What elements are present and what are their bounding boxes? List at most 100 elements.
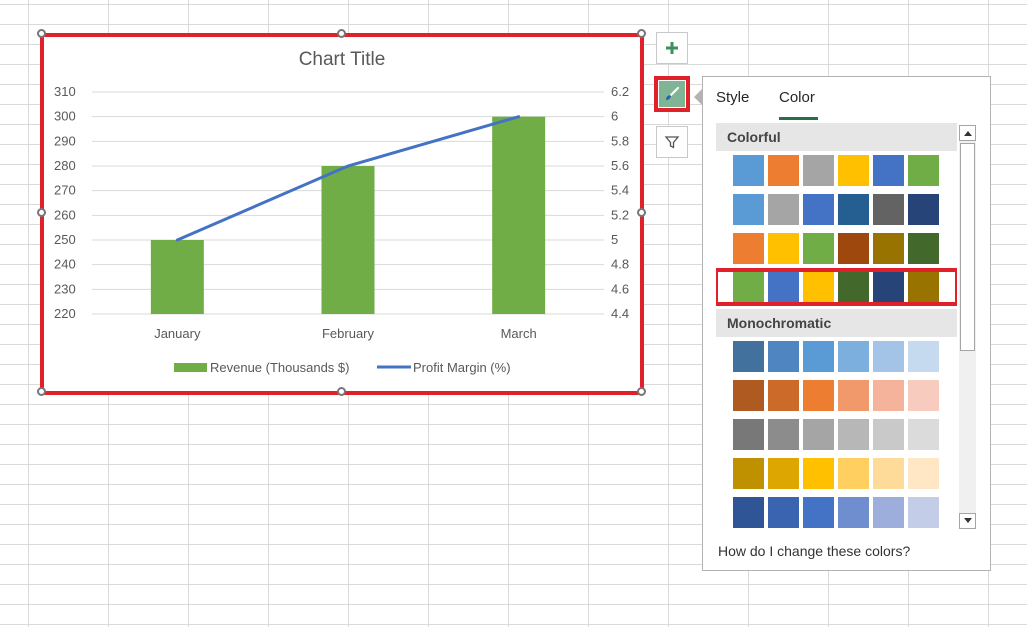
chart-filters-button[interactable] [656, 126, 688, 158]
chart-area[interactable]: Chart Title 310 300 290 280 270 260 250 240 230 22… [40, 33, 644, 395]
chart-color-panel: Style Color Colorful Monochromatic How d… [702, 76, 991, 571]
bar-revenue-january[interactable] [150, 240, 204, 314]
color-swatch [838, 341, 869, 372]
colorful-palette-row[interactable] [733, 272, 939, 303]
colorful-palette-row[interactable] [733, 155, 939, 186]
color-swatch [733, 380, 764, 411]
color-swatch [803, 272, 834, 303]
resize-handle-bottom-left[interactable] [37, 387, 46, 396]
paintbrush-icon [666, 86, 680, 100]
color-swatch [908, 497, 939, 528]
scroll-up-button[interactable] [959, 125, 976, 141]
color-swatch [873, 458, 904, 489]
resize-handle-middle-left[interactable] [37, 208, 46, 217]
color-swatch [733, 233, 764, 264]
plus-icon [666, 42, 678, 54]
left-axis-tick-label: 260 [54, 207, 76, 222]
resize-handle-bottom-middle[interactable] [337, 387, 346, 396]
bar-revenue-march[interactable] [492, 116, 546, 315]
palette-scrollbar[interactable] [959, 125, 976, 529]
chart-title[interactable]: Chart Title [299, 49, 386, 70]
color-swatch [908, 272, 939, 303]
color-swatch [733, 497, 764, 528]
scroll-thumb[interactable] [960, 143, 975, 351]
color-swatch [908, 155, 939, 186]
color-swatch [803, 194, 834, 225]
category-label: February [322, 326, 375, 341]
color-swatch [733, 272, 764, 303]
help-change-colors-link[interactable]: How do I change these colors? [718, 543, 911, 559]
color-swatch [908, 341, 939, 372]
color-swatch [873, 272, 904, 303]
legend-swatch-revenue [174, 363, 207, 372]
bar-revenue-february[interactable] [321, 166, 375, 314]
legend-label-revenue[interactable]: Revenue (Thousands $) [210, 360, 349, 375]
right-axis-tick-label: 5.2 [611, 207, 629, 222]
chart-elements-button[interactable] [656, 32, 688, 64]
monochromatic-palette-row[interactable] [733, 341, 939, 372]
color-swatch [873, 233, 904, 264]
color-swatch [908, 419, 939, 450]
right-axis-tick-label: 4.4 [611, 306, 629, 321]
color-swatch [838, 233, 869, 264]
resize-handle-bottom-right[interactable] [637, 387, 646, 396]
resize-handle-top-left[interactable] [37, 29, 46, 38]
legend-label-profit[interactable]: Profit Margin (%) [413, 360, 511, 375]
color-swatch [803, 497, 834, 528]
color-swatch [873, 155, 904, 186]
active-tab-indicator [779, 117, 818, 120]
resize-handle-top-right[interactable] [637, 29, 646, 38]
resize-handle-middle-right[interactable] [637, 208, 646, 217]
monochromatic-palette-row[interactable] [733, 458, 939, 489]
section-header-monochromatic: Monochromatic [716, 309, 957, 337]
color-swatch [908, 380, 939, 411]
color-swatch [768, 233, 799, 264]
colorful-palette-row[interactable] [733, 194, 939, 225]
color-swatch [733, 194, 764, 225]
right-axis-tick-label: 5.6 [611, 158, 629, 173]
color-swatch [803, 341, 834, 372]
color-swatch [908, 194, 939, 225]
color-swatch [768, 380, 799, 411]
color-swatch [838, 497, 869, 528]
right-axis-tick-label: 4.8 [611, 257, 629, 272]
color-swatch [873, 419, 904, 450]
left-axis-tick-label: 300 [54, 109, 76, 124]
scroll-down-button[interactable] [959, 513, 976, 529]
colorful-palette-row[interactable] [733, 233, 939, 264]
right-axis-tick-label: 5 [611, 232, 618, 247]
right-axis-tick-label: 4.6 [611, 281, 629, 296]
color-swatch [838, 155, 869, 186]
color-swatch [733, 155, 764, 186]
right-axis-tick-label: 6 [611, 109, 618, 124]
left-axis-tick-label: 280 [54, 158, 76, 173]
color-swatch [803, 155, 834, 186]
right-axis-tick-label: 5.4 [611, 183, 629, 198]
left-axis-tick-label: 220 [54, 306, 76, 321]
color-swatch [768, 341, 799, 372]
color-swatch [768, 419, 799, 450]
color-swatch [873, 194, 904, 225]
color-swatch [838, 380, 869, 411]
color-swatch [908, 458, 939, 489]
monochromatic-palette-row[interactable] [733, 380, 939, 411]
color-swatch [873, 341, 904, 372]
left-axis-tick-label: 240 [54, 257, 76, 272]
color-swatch [803, 380, 834, 411]
color-palette-list: Colorful Monochromatic [716, 123, 957, 529]
tab-style[interactable]: Style [716, 89, 750, 106]
color-swatch [768, 272, 799, 303]
monochromatic-palette-row[interactable] [733, 419, 939, 450]
color-swatch [838, 458, 869, 489]
resize-handle-top-middle[interactable] [337, 29, 346, 38]
color-swatch [908, 233, 939, 264]
color-swatch [733, 419, 764, 450]
monochromatic-palette-row[interactable] [733, 497, 939, 528]
tab-color[interactable]: Color [779, 89, 815, 106]
color-swatch [768, 497, 799, 528]
arrow-down-icon [963, 518, 972, 523]
panel-pointer [694, 88, 703, 106]
line-profit-margin[interactable] [175, 115, 521, 242]
chart-styles-button[interactable] [654, 76, 690, 112]
right-axis-tick-label: 5.8 [611, 133, 629, 148]
